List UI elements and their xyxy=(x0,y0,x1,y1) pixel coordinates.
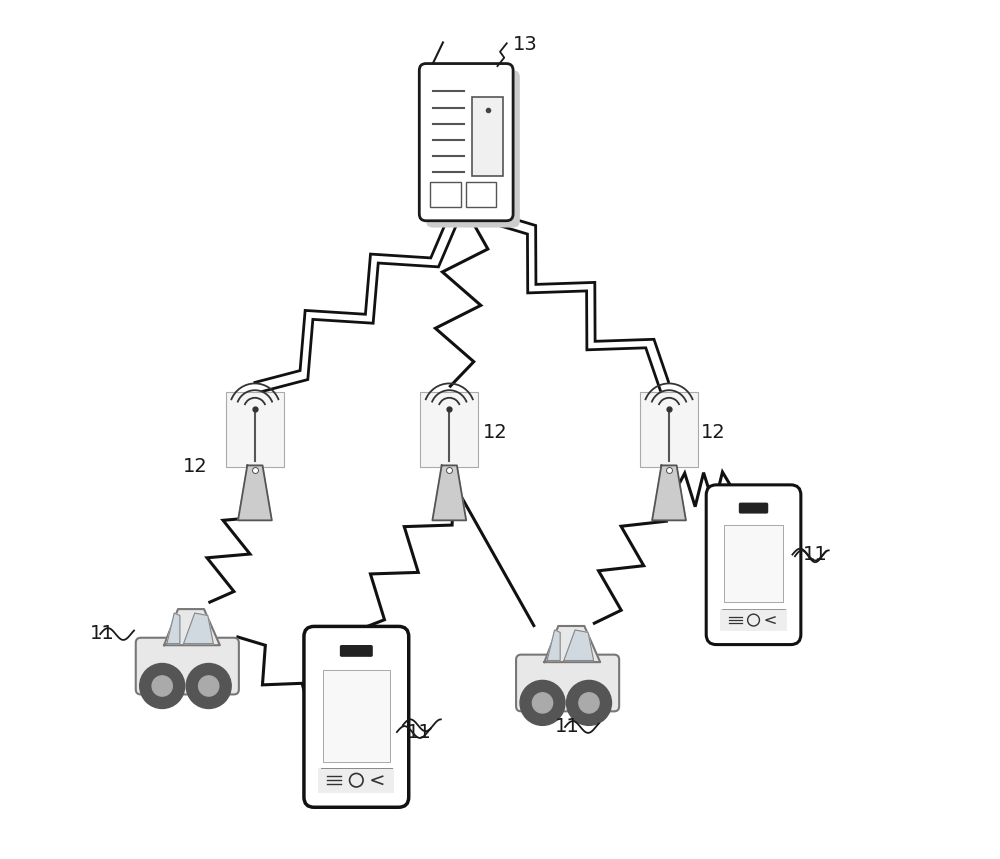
FancyBboxPatch shape xyxy=(226,392,284,467)
Text: 12: 12 xyxy=(483,423,508,442)
Circle shape xyxy=(199,676,219,696)
Circle shape xyxy=(520,680,565,725)
Circle shape xyxy=(532,692,553,713)
FancyBboxPatch shape xyxy=(420,392,478,467)
Circle shape xyxy=(186,663,231,709)
FancyBboxPatch shape xyxy=(466,182,496,207)
Circle shape xyxy=(152,676,172,696)
FancyBboxPatch shape xyxy=(720,609,787,631)
Text: 12: 12 xyxy=(701,423,726,442)
Polygon shape xyxy=(184,613,213,643)
FancyBboxPatch shape xyxy=(706,484,801,644)
Text: 12: 12 xyxy=(183,457,208,476)
FancyBboxPatch shape xyxy=(318,768,394,793)
FancyBboxPatch shape xyxy=(340,645,373,657)
FancyBboxPatch shape xyxy=(419,64,513,221)
Text: 11: 11 xyxy=(407,723,432,742)
Polygon shape xyxy=(238,466,272,521)
FancyBboxPatch shape xyxy=(430,182,461,207)
Polygon shape xyxy=(547,630,560,661)
FancyBboxPatch shape xyxy=(472,97,503,176)
Polygon shape xyxy=(164,609,220,645)
FancyBboxPatch shape xyxy=(516,655,619,711)
Circle shape xyxy=(579,692,599,713)
Circle shape xyxy=(567,680,611,725)
Polygon shape xyxy=(167,613,180,643)
Polygon shape xyxy=(564,630,594,661)
Text: 11: 11 xyxy=(90,624,115,643)
Text: 11: 11 xyxy=(555,717,580,736)
FancyBboxPatch shape xyxy=(136,637,239,694)
Polygon shape xyxy=(652,466,686,521)
Text: 11: 11 xyxy=(803,545,827,564)
FancyBboxPatch shape xyxy=(323,670,390,762)
Circle shape xyxy=(140,663,185,709)
FancyBboxPatch shape xyxy=(304,626,409,807)
FancyBboxPatch shape xyxy=(724,525,783,602)
Polygon shape xyxy=(544,626,600,662)
FancyBboxPatch shape xyxy=(640,392,698,467)
Polygon shape xyxy=(432,466,466,521)
Text: 13: 13 xyxy=(513,35,537,54)
FancyBboxPatch shape xyxy=(739,503,768,514)
FancyBboxPatch shape xyxy=(426,70,520,228)
